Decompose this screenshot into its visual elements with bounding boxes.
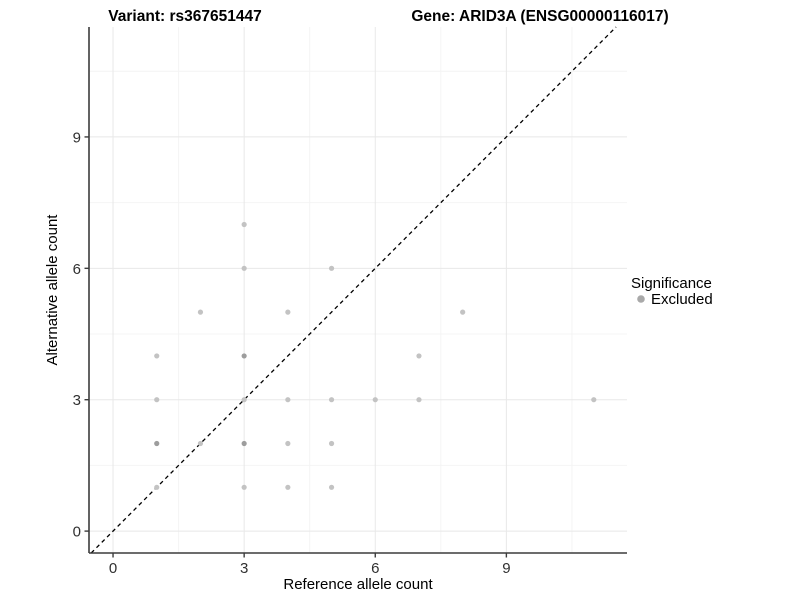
data-point (241, 484, 247, 490)
x-axis-label: Reference allele count (283, 576, 433, 593)
x-tick-label: 6 (371, 560, 379, 577)
data-point (241, 353, 247, 359)
x-tick-label: 0 (109, 560, 117, 577)
data-point (328, 440, 335, 447)
identity-line (90, 26, 617, 554)
data-point (197, 440, 204, 447)
grid-layer (89, 27, 627, 553)
x-tick-label: 3 (240, 560, 248, 577)
y-tick-label: 9 (73, 129, 81, 146)
data-point (285, 397, 291, 403)
data-point (285, 309, 291, 315)
data-point (328, 265, 335, 271)
data-point (154, 484, 160, 490)
legend: Significance Excluded (631, 275, 713, 308)
data-point (154, 353, 160, 359)
legend-title: Significance (631, 275, 712, 292)
plot-title-variant: Variant: rs367651447 (108, 8, 261, 25)
identity-line-layer (90, 26, 617, 554)
data-point (241, 397, 247, 403)
data-point (285, 440, 291, 447)
y-tick-label: 0 (73, 524, 81, 541)
points-layer (154, 221, 597, 490)
data-point (241, 221, 247, 228)
y-axis-label: Alternative allele count (44, 214, 61, 366)
axis-layer: 0 3 6 9 0 3 6 9 (73, 27, 627, 577)
y-tick-label: 6 (73, 261, 81, 278)
data-point (460, 309, 466, 315)
data-point (591, 397, 597, 403)
data-point (241, 440, 247, 447)
data-point (416, 397, 422, 403)
plot-title-gene: Gene: ARID3A (ENSG00000116017) (411, 8, 668, 25)
data-point (372, 397, 378, 403)
y-tick-label: 3 (73, 392, 81, 409)
data-point (197, 309, 204, 315)
x-tick-label: 9 (502, 560, 510, 577)
data-point (154, 440, 160, 447)
data-point (328, 484, 335, 490)
legend-key-dot (637, 295, 645, 303)
data-point (416, 353, 422, 359)
data-point (241, 265, 247, 271)
data-point (154, 397, 160, 403)
data-point (285, 484, 291, 490)
legend-item-label: Excluded (651, 291, 713, 308)
data-point (328, 397, 335, 403)
